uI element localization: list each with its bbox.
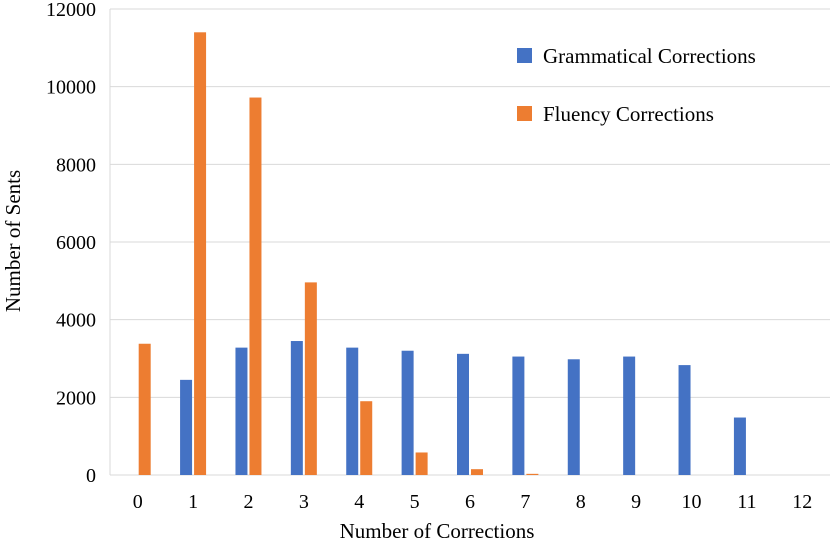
x-tick-label: 3 [299, 491, 309, 513]
bar-fluency-1 [194, 32, 207, 476]
legend-label-fluency: Fluency Corrections [543, 102, 714, 126]
bar-grammatical-3 [290, 341, 303, 475]
y-tick-labels: 0 2000 4000 6000 8000 10000 12000 [46, 0, 96, 487]
x-tick-label: 6 [465, 491, 475, 513]
bar-fluency-0 [138, 343, 151, 475]
bar-fluency-5 [415, 452, 428, 475]
bar-grammatical-5 [401, 350, 414, 475]
bar-grammatical-10 [678, 365, 691, 475]
bar-grammatical-4 [346, 347, 359, 475]
bar-fluency-6 [471, 469, 483, 475]
bars [138, 32, 746, 476]
x-tick-labels: 0 1 2 3 4 5 6 7 8 9 10 11 12 [133, 491, 813, 513]
y-tick-label: 2000 [56, 387, 96, 409]
x-tick-label: 7 [520, 491, 530, 513]
x-tick-label: 9 [631, 491, 641, 513]
bar-grammatical-9 [623, 356, 636, 475]
x-tick-label: 5 [410, 491, 420, 513]
legend-item-grammatical: Grammatical Corrections [517, 44, 756, 68]
x-axis-title: Number of Corrections [340, 519, 535, 543]
y-tick-label: 4000 [56, 310, 96, 332]
legend-item-fluency: Fluency Corrections [517, 102, 714, 126]
legend-swatch-grammatical [517, 48, 532, 63]
bar-grammatical-2 [235, 347, 248, 475]
bar-grammatical-1 [180, 379, 193, 475]
y-tick-label: 8000 [56, 154, 96, 176]
bar-fluency-3 [304, 282, 317, 475]
y-tick-label: 12000 [46, 0, 96, 21]
bar-fluency-4 [360, 401, 373, 475]
legend-label-grammatical: Grammatical Corrections [543, 44, 756, 68]
legend-swatch-fluency [517, 106, 532, 121]
y-tick-label: 0 [86, 465, 96, 487]
bar-grammatical-8 [567, 359, 580, 475]
x-tick-label: 11 [737, 491, 756, 513]
y-axis-title: Number of Sents [1, 170, 25, 312]
bar-grammatical-11 [733, 417, 746, 475]
x-tick-label: 12 [792, 491, 812, 513]
x-tick-label: 1 [188, 491, 198, 513]
bar-grammatical-7 [512, 356, 525, 475]
y-tick-label: 6000 [56, 232, 96, 254]
x-tick-label: 0 [133, 491, 143, 513]
legend: Grammatical Corrections Fluency Correcti… [517, 44, 756, 126]
x-tick-label: 10 [682, 491, 702, 513]
bar-fluency-2 [249, 97, 262, 475]
x-tick-label: 4 [354, 491, 364, 513]
bar-fluency-7 [526, 473, 539, 475]
x-tick-label: 8 [576, 491, 586, 513]
bar-grammatical-6 [457, 353, 469, 475]
gridlines [109, 8, 830, 476]
y-tick-label: 10000 [46, 77, 96, 99]
x-tick-label: 2 [243, 491, 253, 513]
